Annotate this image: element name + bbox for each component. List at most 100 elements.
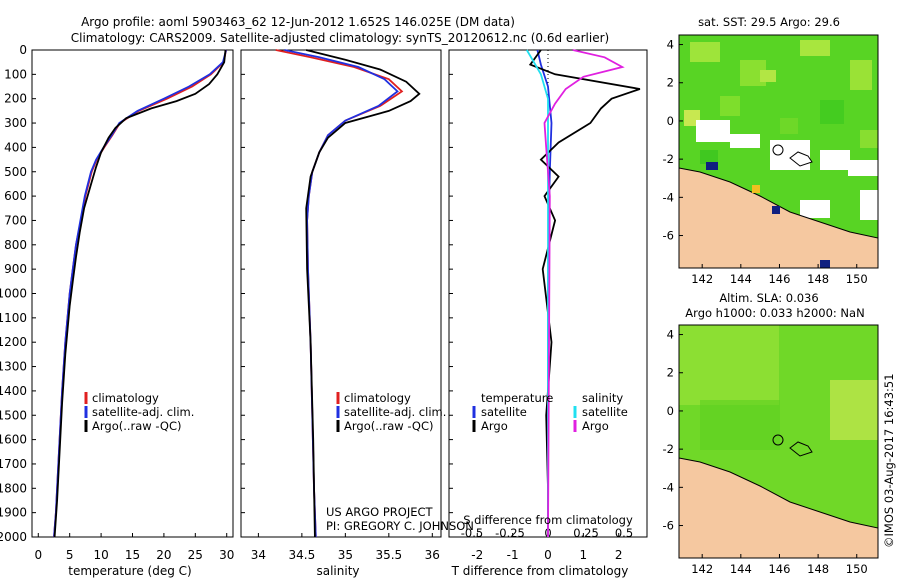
sst-anomaly-blue-2	[772, 206, 780, 214]
sla-island	[789, 441, 813, 457]
y-tick-label: 100	[4, 67, 27, 81]
difference-lines	[526, 49, 641, 538]
map-y-tick-label: 2	[667, 76, 674, 90]
temperature-y-ticks: 0 100 200 300 400 500 600 700 800 900 1000 1100 1200…	[0, 43, 36, 544]
salinity-x-ticks: 34 34.5 35 35.5 36	[251, 533, 440, 562]
y-tick-label: 1800	[0, 481, 27, 495]
map-y-tick-label: 4	[667, 38, 674, 52]
sla-float-marker	[772, 434, 784, 446]
y-tick-label: 1400	[0, 384, 27, 398]
salinity-xlabel: salinity	[316, 564, 359, 578]
legend-title-temperature: temperature	[481, 391, 553, 405]
sla-y-ticks: 4 2 0 -2 -4 -6	[663, 328, 683, 533]
y-tick-label: 700	[4, 213, 27, 227]
sla-map-frame	[678, 324, 879, 559]
x-tick-label: 30	[219, 548, 234, 562]
map-y-tick-label: 2	[667, 366, 674, 380]
sst-map-frame	[678, 34, 879, 269]
x-tick-label: -1	[507, 548, 519, 562]
sst-y-ticks: 4 2 0 -2 -4 -6	[663, 38, 683, 243]
project-annotation: US ARGO PROJECT	[326, 505, 434, 519]
series-line-climatology	[275, 49, 404, 538]
map-x-tick-label: 144	[730, 272, 752, 286]
sst-island	[789, 151, 813, 167]
legend-label-satellite: satellite-adj. clim.	[92, 405, 194, 419]
difference-xlabel: T difference from climatology	[451, 564, 629, 578]
sst-anomaly-yellow	[752, 185, 760, 193]
map-x-tick-label: 146	[768, 272, 790, 286]
map-y-tick-label: 0	[667, 404, 674, 418]
series-line-climatology	[53, 49, 227, 538]
y-tick-label: 1900	[0, 506, 27, 520]
map-x-tick-label: 144	[730, 562, 752, 576]
x-tick-label: 0	[34, 548, 42, 562]
y-tick-label: 800	[4, 238, 27, 252]
sla-map-title2: Argo h1000: 0.033 h2000: NaN	[685, 306, 864, 320]
x-tick-label: -2	[471, 548, 483, 562]
temperature-panel: 0100200300400500600700800900100011001200…	[0, 43, 234, 578]
x-tick-label-salinity: -0.5	[461, 526, 483, 540]
legend-label-t-argo: Argo	[481, 419, 508, 433]
salinity-plot-frame	[240, 49, 442, 538]
x-tick-label: 20	[156, 548, 171, 562]
sla-gradient-1	[679, 325, 779, 405]
temperature-lines	[53, 49, 227, 538]
y-tick-label: 900	[4, 262, 27, 276]
map-x-tick-label: 150	[846, 562, 868, 576]
y-tick-label: 1200	[0, 335, 27, 349]
y-tick-label: 1100	[0, 311, 27, 325]
x-tick-label: 5	[66, 548, 74, 562]
map-y-tick-label: -2	[663, 152, 674, 166]
map-x-tick-label: 148	[807, 562, 829, 576]
y-tick-label: 400	[4, 140, 27, 154]
temperature-x-ticks: 0 5 10 15 20 25 30	[34, 533, 234, 562]
difference-x-ticks-salinity: -0.5 -0.25 0 0.25 0.5	[461, 526, 633, 540]
legend-label-climatology: climatology	[92, 391, 159, 405]
map-x-tick-label: 146	[768, 562, 790, 576]
series-line-argo-raw-qc-	[305, 49, 421, 538]
x-tick-label-salinity: 0.5	[615, 526, 633, 540]
sst-anomaly-blue-1	[706, 162, 718, 170]
temperature-xlabel: temperature (deg C)	[68, 564, 191, 578]
map-x-tick-label: 150	[846, 272, 868, 286]
map-y-tick-label: 4	[667, 328, 674, 342]
salinity-legend: climatology satellite-adj. clim. Argo(..…	[336, 391, 446, 433]
map-y-tick-label: -6	[663, 229, 674, 243]
map-x-tick-label: 142	[691, 562, 713, 576]
y-tick-label: 1000	[0, 287, 27, 301]
series-line-satellite-adj-clim-	[284, 49, 399, 538]
x-tick-label-salinity: -0.25	[495, 526, 525, 540]
sst-x-ticks: 142 144 146 148 150	[691, 264, 868, 286]
sst-map: sat. SST: 29.5 Argo: 29.6	[663, 15, 879, 286]
figure-title-line1: Argo profile: aoml 5903463_62 12-Jun-201…	[81, 15, 515, 29]
sst-float-marker	[772, 144, 784, 156]
x-tick-label: 1	[580, 548, 588, 562]
x-tick-label: 0	[544, 548, 552, 562]
sla-gradient-2	[830, 380, 878, 440]
difference-panel: -2 -1 0 1 2 -0.5 -0.25 0 0.25 0.5 S difference f…	[448, 49, 648, 578]
x-tick-label: 10	[93, 548, 108, 562]
legend-label-s-argo: Argo	[582, 419, 609, 433]
x-tick-label: 36	[425, 548, 440, 562]
sla-x-ticks: 142 144 146 148 150	[691, 554, 868, 576]
sla-gradient-3	[700, 400, 780, 450]
series-line-s-argo	[543, 49, 625, 538]
sst-anomaly-blue-3	[820, 260, 830, 268]
pi-annotation: PI: GREGORY C. JOHNSON	[326, 519, 474, 533]
x-tick-label-salinity: 0.25	[573, 526, 599, 540]
map-y-tick-label: -6	[663, 519, 674, 533]
x-tick-label: 15	[125, 548, 140, 562]
y-tick-label: 500	[4, 165, 27, 179]
series-line-argo-raw-qc-	[53, 49, 227, 538]
y-tick-label: 1600	[0, 433, 27, 447]
x-tick-label: 35.5	[375, 548, 402, 562]
series-line-satellite-adj-clim-	[53, 49, 227, 538]
sla-map: Altim. SLA: 0.036 Argo h1000: 0.033 h200…	[663, 291, 879, 576]
x-tick-label: 25	[188, 548, 203, 562]
salinity-y-ticks	[241, 49, 245, 538]
legend-title-salinity: salinity	[582, 391, 623, 405]
map-y-tick-label: 0	[667, 114, 674, 128]
sst-map-title: sat. SST: 29.5 Argo: 29.6	[698, 15, 840, 29]
salinity-lines	[275, 49, 421, 538]
